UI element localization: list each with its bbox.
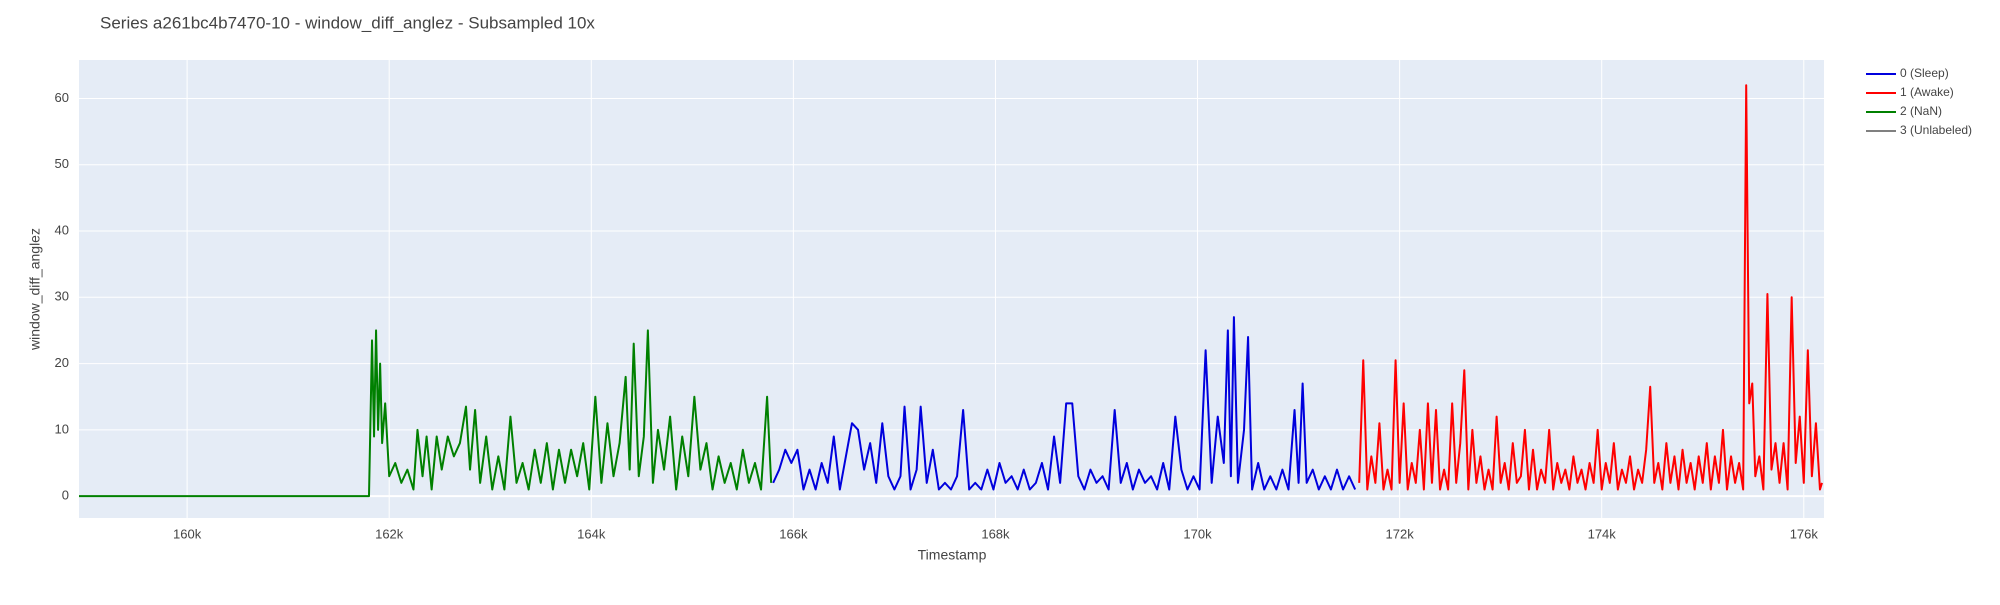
series-line: [772, 316, 1357, 491]
x-tick-label: 170k: [1183, 526, 1212, 541]
x-tick-label: 168k: [981, 526, 1010, 541]
legend-label: 2 (NaN): [1900, 104, 1942, 118]
series-line: [79, 329, 773, 498]
y-tick-label: 50: [55, 156, 69, 171]
legend-label: 0 (Sleep): [1900, 66, 1949, 80]
y-tick-label: 30: [55, 289, 69, 304]
x-tick-label: 164k: [577, 526, 606, 541]
x-tick-label: 160k: [173, 526, 202, 541]
chart-title: Series a261bc4b7470-10 - window_diff_ang…: [100, 13, 595, 32]
x-tick-label: 162k: [375, 526, 404, 541]
x-tick-label: 176k: [1790, 526, 1819, 541]
series-line: [1358, 84, 1823, 491]
x-tick-label: 166k: [779, 526, 808, 541]
y-tick-label: 20: [55, 355, 69, 370]
legend-label: 1 (Awake): [1900, 85, 1954, 99]
y-axis-label: window_diff_anglez: [27, 228, 43, 351]
y-tick-label: 60: [55, 90, 69, 105]
plot-lines: [79, 84, 1823, 498]
y-tick-label: 10: [55, 421, 69, 436]
plot-background: [79, 60, 1824, 518]
x-tick-label: 174k: [1588, 526, 1617, 541]
x-tick-label: 172k: [1386, 526, 1415, 541]
legend-label: 3 (Unlabeled): [1900, 123, 1972, 137]
x-axis-label: Timestamp: [918, 547, 987, 563]
y-tick-label: 40: [55, 222, 69, 237]
y-tick-label: 0: [62, 488, 69, 503]
